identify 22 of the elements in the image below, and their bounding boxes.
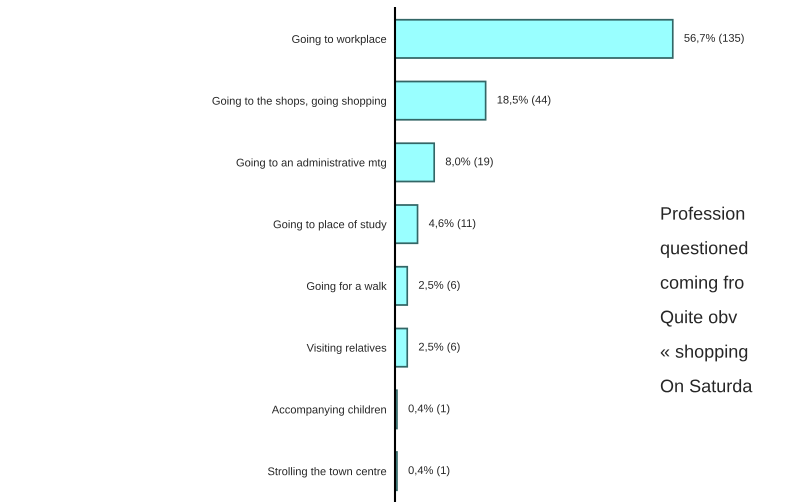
y-tick-label: Going to place of study: [274, 220, 387, 230]
data-label: 8,0% (19): [446, 157, 493, 168]
y-tick-label: Strolling the town centre: [268, 467, 386, 478]
annotation: Quite obv: [660, 310, 738, 327]
data-label: 2,5% (6): [418, 342, 460, 353]
annotation: Profession: [661, 206, 744, 220]
y-tick-label: Going to the shops, going shopping: [212, 96, 386, 107]
annotation: On Saturda: [660, 379, 752, 392]
data-label: 18,5% (44): [498, 95, 550, 106]
y-tick-label: Going to an administrative mtg: [236, 158, 386, 169]
data-label: 4,6% (11): [428, 218, 476, 230]
y-tick-label: Visiting relatives: [306, 344, 386, 354]
data-label: 2,5% (6): [418, 280, 460, 292]
y-tick-label: Accompanying children: [272, 405, 386, 416]
data-label: 0,4% (1): [408, 404, 450, 415]
annotation: questioned: [660, 241, 748, 258]
data-label: 56,7% (135): [684, 34, 744, 44]
annotation: « shopping: [660, 344, 748, 362]
data-label: 0,4% (1): [408, 466, 450, 476]
y-tick-label: Going to workplace: [292, 34, 386, 46]
annotation: coming fro: [660, 276, 744, 292]
y-tick-label: Going for a walk: [306, 282, 387, 292]
